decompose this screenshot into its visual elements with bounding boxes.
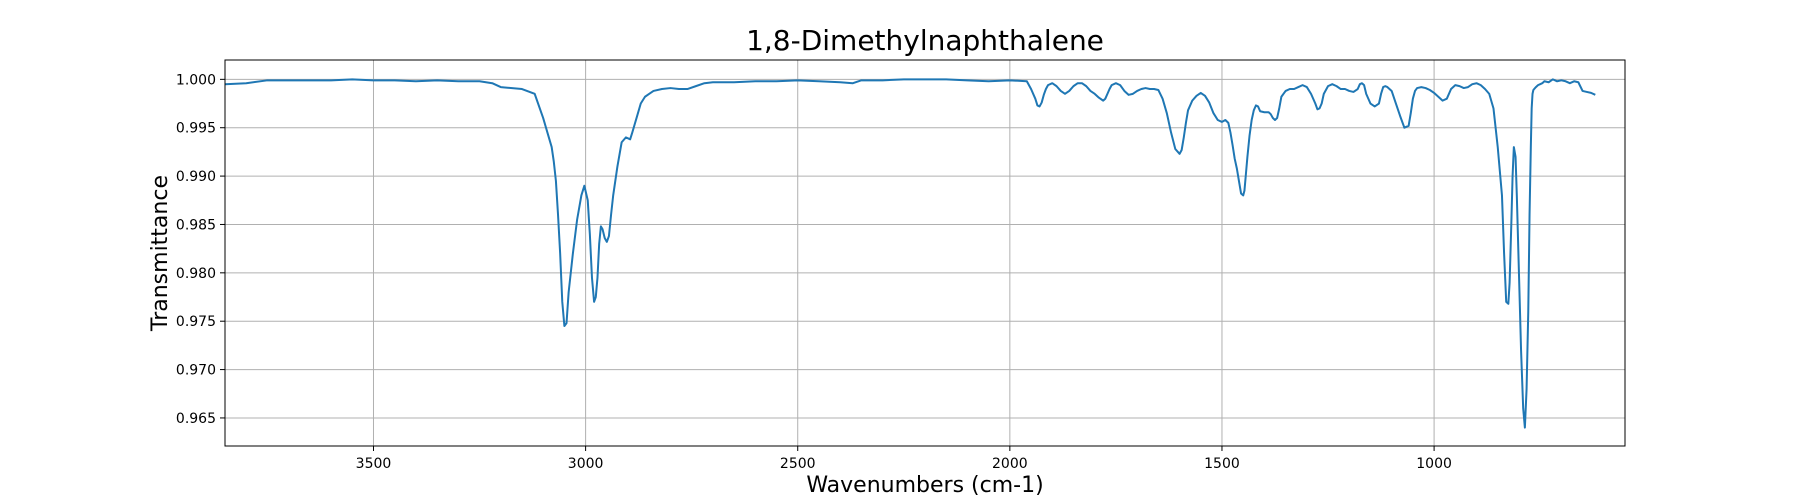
spectrum-line — [224, 78, 1596, 429]
x-tick-label: 3500 — [356, 456, 392, 472]
y-tick-label: 0.985 — [176, 217, 216, 233]
y-axis-label: Transmittance — [148, 175, 173, 332]
y-tick-label: 1.000 — [176, 72, 216, 88]
y-tick-label: 0.965 — [176, 411, 216, 427]
x-axis-label: Wavenumbers (cm-1) — [806, 473, 1043, 498]
y-tick-label: 0.990 — [176, 169, 216, 185]
x-tick-label: 2000 — [992, 456, 1028, 472]
y-tick-label: 0.995 — [176, 121, 216, 137]
grid-lines — [225, 60, 1625, 446]
y-tick-label: 0.980 — [176, 266, 216, 282]
x-tick-label: 3000 — [568, 456, 604, 472]
x-tick-label: 2500 — [780, 456, 816, 472]
axis-ticks: 3500 3000 2500 2000 1500 1000 0.965 0.970 0.975 0… — [176, 72, 1452, 472]
chart-title: 1,8-Dimethylnaphthalene — [746, 24, 1104, 57]
plot-frame — [224, 59, 1626, 447]
x-tick-label: 1500 — [1204, 456, 1240, 472]
y-tick-label: 0.975 — [176, 314, 216, 330]
y-tick-label: 0.970 — [176, 363, 216, 379]
x-tick-label: 1000 — [1416, 456, 1452, 472]
